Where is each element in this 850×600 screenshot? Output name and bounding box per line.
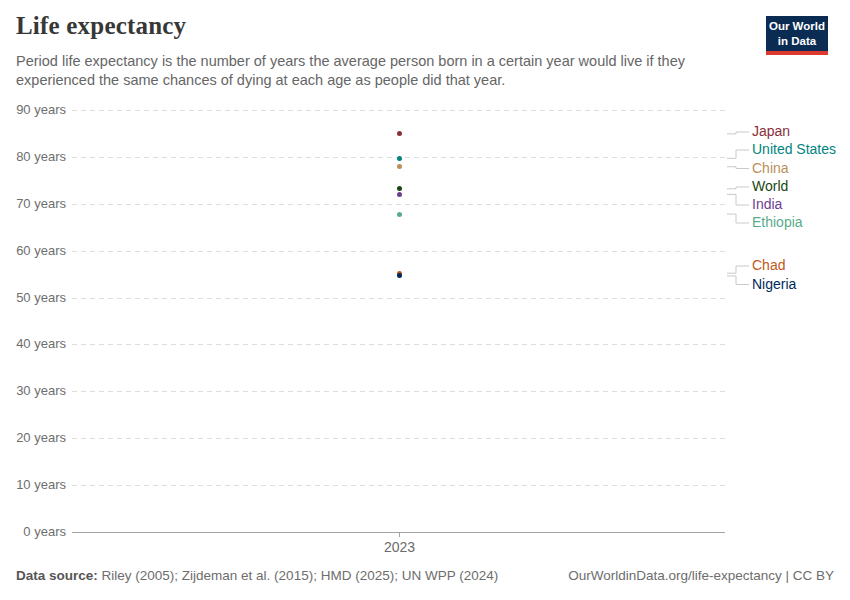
- y-tick-label: 90 years: [0, 102, 66, 117]
- legend-label-india[interactable]: India: [752, 196, 782, 212]
- gridline: [72, 391, 725, 392]
- legend-label-nigeria[interactable]: Nigeria: [752, 276, 796, 292]
- attribution[interactable]: OurWorldinData.org/life-expectancy | CC …: [568, 568, 834, 583]
- y-tick-label: 70 years: [0, 196, 66, 211]
- chart-frame: Life expectancy Period life expectancy i…: [0, 0, 850, 600]
- gridline: [72, 204, 725, 205]
- data-source: Data source: Riley (2005); Zijdeman et a…: [16, 568, 498, 583]
- data-dot-nigeria[interactable]: [397, 273, 402, 278]
- y-tick-label: 30 years: [0, 383, 66, 398]
- y-tick-label: 10 years: [0, 477, 66, 492]
- data-dot-india[interactable]: [397, 192, 402, 197]
- chart-footer: Data source: Riley (2005); Zijdeman et a…: [16, 568, 834, 583]
- data-dot-united-states[interactable]: [397, 156, 402, 161]
- data-source-label: Data source:: [16, 568, 98, 583]
- y-tick-label: 0 years: [0, 524, 66, 539]
- data-source-text: Riley (2005); Zijdeman et al. (2015); HM…: [102, 568, 499, 583]
- x-tick-label: 2023: [370, 539, 430, 555]
- y-tick-label: 40 years: [0, 336, 66, 351]
- legend-label-world[interactable]: World: [752, 178, 788, 194]
- legend-label-japan[interactable]: Japan: [752, 123, 790, 139]
- gridline: [72, 251, 725, 252]
- y-tick-label: 50 years: [0, 290, 66, 305]
- gridline: [72, 110, 725, 111]
- legend-connector-lines: [0, 0, 850, 600]
- gridline: [72, 485, 725, 486]
- gridline: [72, 344, 725, 345]
- data-dot-ethiopia[interactable]: [397, 212, 402, 217]
- data-dot-world[interactable]: [397, 186, 402, 191]
- y-tick-label: 80 years: [0, 149, 66, 164]
- legend-label-chad[interactable]: Chad: [752, 257, 785, 273]
- legend-label-ethiopia[interactable]: Ethiopia: [752, 214, 803, 230]
- y-tick-label: 20 years: [0, 430, 66, 445]
- gridline: [72, 438, 725, 439]
- plot-area: 0 years 10 years 20 years 30 years 40 years 5…: [0, 0, 850, 600]
- legend-label-united-states[interactable]: United States: [752, 141, 836, 157]
- data-dot-japan[interactable]: [397, 131, 402, 136]
- x-tick: [399, 532, 400, 537]
- y-tick-label: 60 years: [0, 243, 66, 258]
- legend-label-china[interactable]: China: [752, 160, 789, 176]
- data-dot-china[interactable]: [397, 164, 402, 169]
- gridline: [72, 298, 725, 299]
